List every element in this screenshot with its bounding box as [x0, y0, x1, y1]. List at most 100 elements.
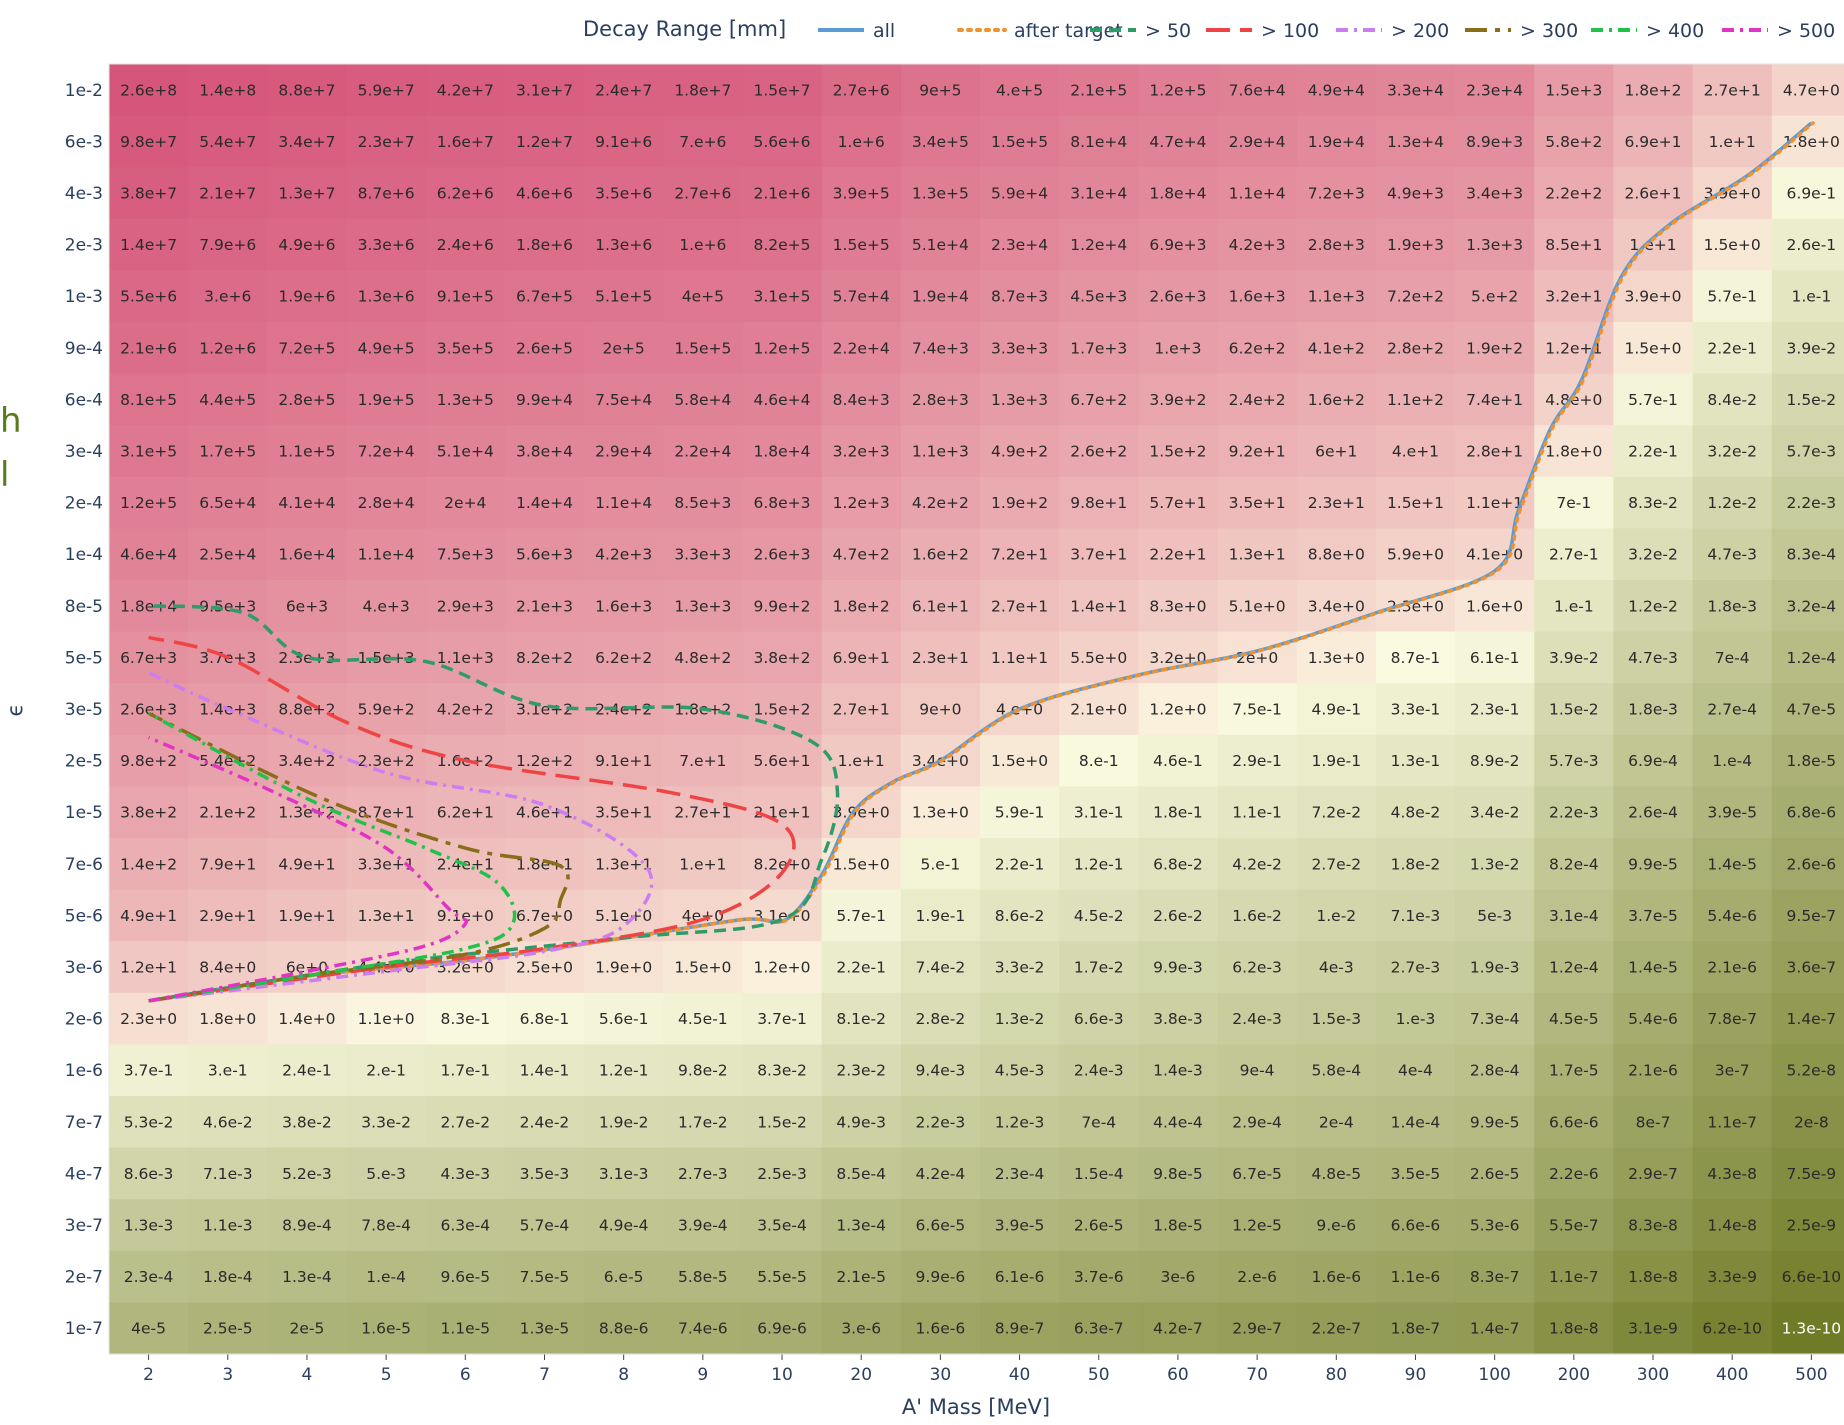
cell-value-label: 7.2e+4: [358, 443, 415, 461]
heatmap-cell: [1296, 631, 1377, 684]
heatmap-cell: [1059, 838, 1139, 891]
heatmap-cell: [504, 889, 585, 942]
heatmap-cell: [1059, 941, 1139, 994]
heatmap-cell: [663, 425, 744, 478]
legend-entry-label: > 200: [1391, 20, 1449, 42]
heatmap-cell: [1375, 1250, 1456, 1303]
cell-value-label: 1.e-1: [1791, 288, 1831, 306]
heatmap-cell: [425, 1199, 506, 1252]
heatmap-cell: [346, 580, 427, 633]
heatmap-cell: [1692, 1096, 1773, 1149]
heatmap-cell: [346, 476, 427, 529]
cell-value-label: 2.5e+0: [516, 959, 573, 977]
heatmap-cell: [821, 1302, 902, 1355]
heatmap-cell: [1692, 941, 1773, 994]
heatmap-cell: [425, 115, 506, 168]
cell-value-label: 2.2e-6: [1549, 1165, 1599, 1183]
cell-value-label: 1.4e+7: [120, 236, 177, 254]
heatmap-cell: [1613, 992, 1694, 1045]
heatmap-cell: [1138, 218, 1219, 271]
heatmap-cell: [1217, 322, 1298, 375]
heatmap-cell: [1375, 889, 1456, 942]
heatmap-cell: [1534, 1302, 1615, 1355]
cell-value-label: 8.e-1: [1079, 752, 1119, 770]
legend-entry-label: after target: [1014, 20, 1123, 42]
heatmap-cell: [504, 115, 585, 168]
heatmap-cell: [1138, 270, 1219, 323]
cell-value-label: 3.5e-4: [757, 1217, 807, 1235]
heatmap-cell: [1059, 270, 1139, 323]
cell-value-label: 3.3e-9: [1707, 1268, 1757, 1286]
cell-value-label: 1.3e+6: [595, 236, 652, 254]
cell-value-label: 2.8e-2: [916, 1010, 966, 1028]
cell-value-label: 1.8e-3: [1628, 701, 1678, 719]
cell-value-label: 2.3e-4: [124, 1268, 174, 1286]
heatmap-cell: [584, 270, 664, 323]
heatmap-cell: [584, 1199, 664, 1252]
heatmap-cell: [425, 1147, 506, 1200]
heatmap-cell: [900, 786, 981, 839]
cell-value-label: 1.8e+2: [1624, 81, 1681, 99]
heatmap-cell: [1217, 786, 1298, 839]
cell-value-label: 1.5e+0: [674, 959, 731, 977]
cell-value-label: 8.7e+1: [358, 804, 415, 822]
cell-value-label: 1.1e+0: [358, 1010, 415, 1028]
heatmap-cell: [188, 889, 268, 942]
cell-value-label: 1.e-4: [366, 1268, 406, 1286]
heatmap-cell: [1296, 270, 1377, 323]
heatmap-cell: [821, 425, 902, 478]
heatmap-cell: [188, 167, 268, 220]
cell-value-label: 2.8e-4: [1470, 1062, 1520, 1080]
heatmap-cell: [584, 1302, 664, 1355]
cell-value-label: 4e-3: [1319, 959, 1354, 977]
cell-value-label: 3.3e+6: [358, 236, 415, 254]
cell-value-label: 5.5e-5: [757, 1268, 807, 1286]
heatmap-cell: [979, 373, 1060, 426]
cell-value-label: 3.1e-3: [599, 1165, 649, 1183]
cell-value-label: 7e-4: [1081, 1113, 1116, 1131]
cell-value-label: 3.6e-7: [1787, 959, 1837, 977]
heatmap-cell: [1534, 941, 1615, 994]
legend-entry-label: > 300: [1520, 20, 1578, 42]
cell-value-label: 7.5e-9: [1787, 1165, 1837, 1183]
heatmap-cell: [1059, 1096, 1139, 1149]
cell-value-label: 8.8e+7: [278, 81, 335, 99]
y-tick-label: 3e-6: [65, 958, 103, 978]
heatmap-cell: [900, 218, 981, 271]
heatmap-cell: [346, 322, 427, 375]
cell-value-label: 2.7e+1: [1704, 81, 1761, 99]
cell-value-label: 1.1e+4: [358, 546, 415, 564]
heatmap-cell: [1771, 1199, 1844, 1252]
cell-value-label: 1.9e+3: [1387, 236, 1444, 254]
heatmap-cell: [504, 373, 585, 426]
cell-value-label: 1.7e-2: [1074, 959, 1124, 977]
cell-value-label: 1.2e-2: [1628, 597, 1678, 615]
x-tick-label: 3: [222, 1365, 233, 1385]
heatmap-cell: [109, 476, 189, 529]
cell-value-label: 4.3e-3: [440, 1165, 490, 1183]
heatmap-cell: [504, 1096, 585, 1149]
cell-value-label: 1.2e-5: [1232, 1217, 1282, 1235]
heatmap-cell: [1296, 373, 1377, 426]
y-tick-label: 2e-4: [65, 494, 103, 514]
heatmap-cell: [1455, 683, 1535, 736]
heatmap-cell: [584, 528, 664, 581]
cell-value-label: 2e-8: [1794, 1113, 1829, 1131]
heatmap-cell: [900, 631, 981, 684]
heatmap-cell: [1613, 580, 1694, 633]
cell-value-label: 1.5e+3: [1545, 81, 1602, 99]
cell-value-label: 5.1e+0: [595, 907, 652, 925]
cell-value-label: 5.7e-1: [836, 907, 886, 925]
heatmap-cell: [188, 1044, 268, 1097]
heatmap-cell: [1059, 580, 1139, 633]
heatmap-cell: [109, 941, 189, 994]
cell-value-label: 3.7e-6: [1074, 1268, 1124, 1286]
cell-value-label: 7.8e-4: [361, 1217, 411, 1235]
heatmap-cell: [1217, 218, 1298, 271]
cell-value-label: 5.e-3: [366, 1165, 406, 1183]
heatmap-cell: [1613, 838, 1694, 891]
cell-value-label: 4.2e-4: [916, 1165, 966, 1183]
heatmap-cell: [1375, 115, 1456, 168]
cell-value-label: 4.7e+4: [1149, 133, 1206, 151]
heatmap-cell: [109, 683, 189, 736]
